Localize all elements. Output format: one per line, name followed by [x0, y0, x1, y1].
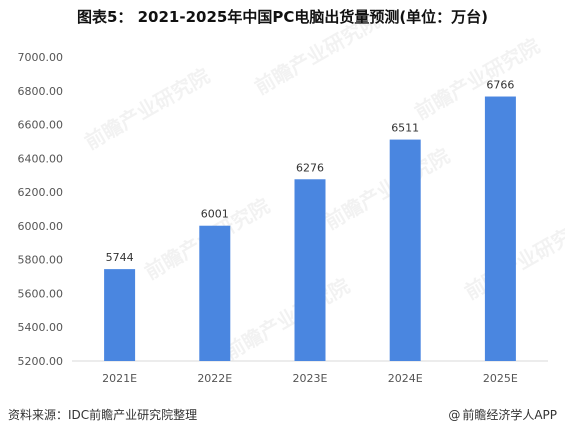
data-label: 5744	[106, 251, 134, 264]
y-tick-label: 6600.00	[18, 119, 64, 132]
bar	[199, 225, 231, 361]
bar	[104, 269, 136, 361]
y-tick-label: 5200.00	[18, 355, 64, 368]
chart-title: 图表5： 2021-2025年中国PC电脑出货量预测(单位：万台)	[76, 8, 489, 26]
bar	[389, 139, 421, 361]
x-tick-label: 2024E	[388, 372, 423, 385]
credit-text: 前瞻经济学人APP	[462, 408, 557, 422]
bar	[294, 179, 326, 361]
y-tick-label: 6800.00	[18, 85, 64, 98]
y-tick-label: 6000.00	[18, 220, 64, 233]
x-tick-label: 2025E	[483, 372, 518, 385]
y-tick-label: 5400.00	[18, 321, 64, 334]
y-tick-label: 6400.00	[18, 152, 64, 165]
watermark: 前瞻产业研究院	[251, 9, 384, 100]
watermark: 前瞻产业研究院	[321, 144, 454, 235]
watermark: 前瞻产业研究院	[81, 64, 214, 155]
y-tick-label: 5600.00	[18, 287, 64, 300]
watermark: 前瞻产业研究院	[221, 274, 354, 365]
y-tick-label: 5800.00	[18, 254, 64, 267]
source-note: 资料来源：IDC前瞻产业研究院整理	[8, 408, 198, 422]
data-label: 6511	[391, 122, 419, 135]
at-icon: @	[448, 408, 461, 422]
y-tick-label: 6200.00	[18, 186, 64, 199]
x-tick-label: 2022E	[197, 372, 232, 385]
watermark: 前瞻产业研究院	[411, 34, 544, 125]
credit: @ 前瞻经济学人APP	[448, 406, 557, 423]
data-label: 6766	[486, 79, 514, 92]
data-label: 6276	[296, 161, 324, 174]
x-tick-label: 2023E	[293, 372, 328, 385]
x-tick-label: 2021E	[102, 372, 137, 385]
data-label: 6001	[201, 208, 229, 221]
bar	[484, 96, 516, 362]
y-tick-label: 7000.00	[18, 51, 64, 64]
